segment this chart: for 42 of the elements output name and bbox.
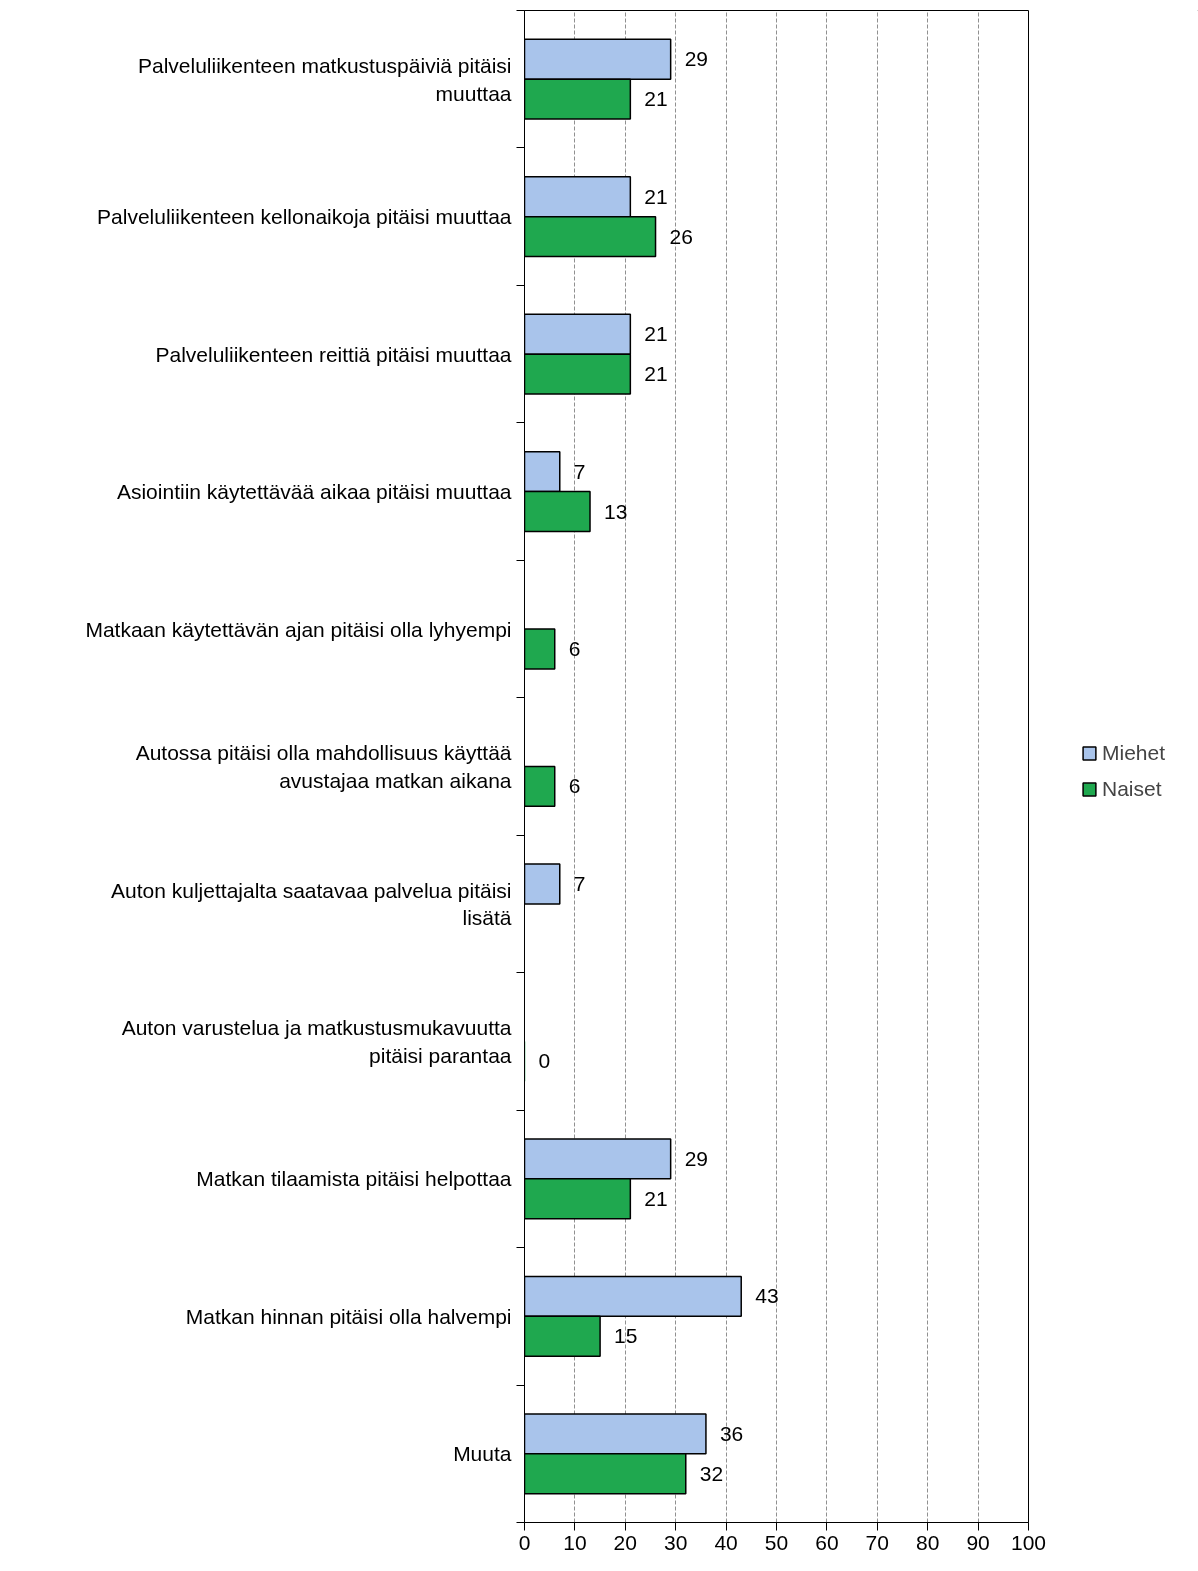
x-tick-label: 40	[714, 1530, 738, 1554]
x-tick-label: 100	[1010, 1530, 1047, 1554]
data-label: 21	[644, 87, 668, 111]
legend-label: Naiset	[1101, 776, 1162, 801]
data-label: 21	[644, 362, 668, 386]
data-label: 21	[644, 322, 668, 346]
y-tick-label: Matkan hinnan pitäisi olla halvempi	[185, 1304, 512, 1328]
data-label: 43	[755, 1284, 779, 1308]
data-label: 6	[568, 636, 581, 660]
y-tick-label: Muuta	[453, 1442, 512, 1466]
y-tick-label: Palveluliikenteen matkustuspäiviä pitäisi muuttaa	[137, 53, 512, 105]
y-tick-label: Asiointiin käytettävää aikaa pitäisi muuttaa	[116, 480, 512, 504]
data-label: 32	[699, 1461, 724, 1485]
y-tick-label: Matkaan käytettävän ajan pitäisi olla lyhyempi	[85, 617, 512, 641]
x-tick-label: 50	[764, 1530, 789, 1554]
data-label: 29	[684, 47, 709, 71]
x-tick-label: 30	[664, 1530, 688, 1554]
data-label: 36	[719, 1421, 744, 1445]
x-tick-label: 70	[865, 1530, 889, 1554]
data-label: 15	[614, 1324, 638, 1348]
data-label: 7	[573, 459, 586, 483]
y-tick-label: Palveluliikenteen reittiä pitäisi muuttaa	[155, 342, 512, 366]
data-label: 13	[604, 499, 628, 523]
x-tick-label: 20	[613, 1530, 637, 1554]
x-tick-label: 0	[518, 1530, 531, 1554]
x-tick-label: 60	[815, 1530, 839, 1554]
x-tick-label: 80	[916, 1530, 940, 1554]
data-label: 21	[644, 184, 668, 208]
legend-label: Miehet	[1101, 740, 1166, 765]
data-label: 6	[568, 774, 581, 798]
y-tick-label: Autossa pitäisi olla mahdollisuus käyttää avustajaa matkan aikana	[135, 741, 512, 792]
data-label: 29	[684, 1146, 709, 1170]
data-label: 26	[669, 224, 693, 248]
y-tick-label: Palveluliikenteen kellonaikoja pitäisi muuttaa	[97, 205, 512, 229]
y-tick-label: Matkan tilaamista pitäisi helpottaa	[196, 1167, 512, 1191]
y-tick-label: Auton varustelua ja matkustusmukavuutta pitäisi parantaa	[121, 1016, 512, 1067]
x-tick-label: 10	[563, 1530, 587, 1554]
data-label: 21	[644, 1186, 668, 1210]
x-tick-label: 90	[966, 1530, 990, 1554]
y-tick-label: Auton kuljettajalta saatavaa palvelua pitäisi lisätä	[111, 878, 512, 930]
data-label: 7	[573, 872, 586, 896]
data-label: 0	[538, 1049, 551, 1073]
